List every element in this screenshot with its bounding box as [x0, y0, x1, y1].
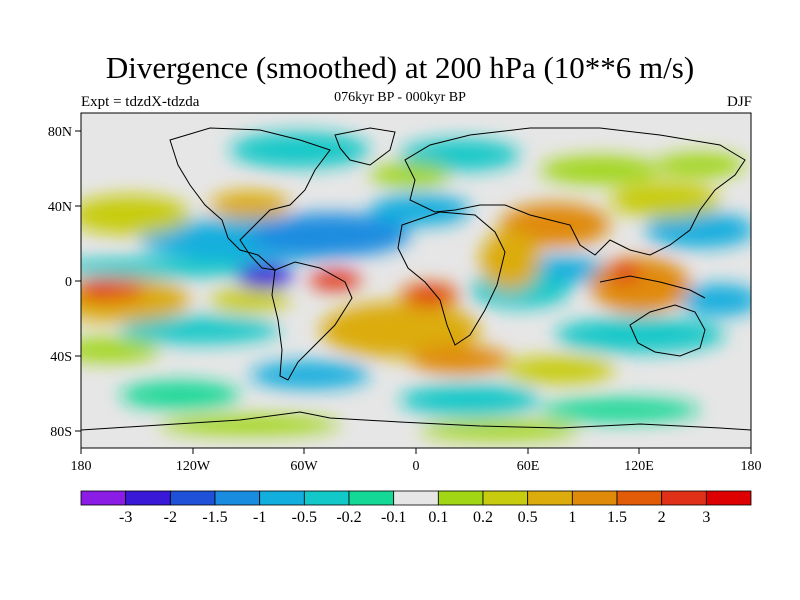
field-blob — [655, 153, 745, 177]
colorbar-swatch — [259, 490, 305, 506]
longitude-axis: 180 120W 60W 0 60E 120E 180 — [71, 448, 762, 474]
colorbar-label: 0.5 — [518, 509, 538, 526]
field-blob — [81, 338, 160, 362]
colorbar-swatch — [169, 490, 216, 506]
lon-tick-label: 180 — [71, 459, 92, 474]
colorbar-swatch — [303, 490, 350, 506]
colorbar-label: 1 — [568, 509, 576, 526]
colorbar: -3 -2 -1.5 -1 -0.5 -0.2 -0.1 0.1 0.2 0.5 1 1.5 2 3 — [80, 490, 752, 526]
field-blob — [555, 317, 725, 353]
colorbar-label: 0.2 — [473, 509, 493, 526]
field-blob — [610, 182, 720, 218]
lon-tick-label: 0 — [413, 459, 420, 474]
divergence-field — [81, 132, 751, 440]
field-blob — [540, 156, 660, 184]
field-blob — [400, 384, 540, 416]
colorbar-label: 0.1 — [428, 509, 448, 526]
colorbar-label: 3 — [702, 509, 710, 526]
coastline-australia — [629, 304, 706, 357]
field-blob — [645, 212, 751, 248]
coastline-eurasia — [404, 127, 746, 256]
field-blob — [370, 194, 470, 226]
colorbar-label: 1.5 — [607, 509, 627, 526]
coastline-maritime-continent — [599, 275, 706, 299]
coastline-africa — [397, 211, 506, 346]
colorbar-swatch — [705, 490, 752, 506]
plot-title: Divergence (smoothed) at 200 hPa (10**6 … — [105, 50, 695, 85]
colorbar-swatch — [80, 490, 127, 506]
field-core — [309, 270, 361, 290]
lat-tick-label: 0 — [65, 275, 72, 290]
field-blob — [540, 398, 700, 422]
colorbar-swatch — [125, 490, 171, 506]
colorbar-swatch — [348, 490, 395, 506]
field-blob — [230, 132, 370, 168]
colorbar-swatch — [527, 490, 573, 506]
field-blob — [250, 361, 370, 389]
field-core — [416, 287, 444, 303]
colorbar-label: -3 — [119, 509, 132, 526]
experiment-label: Expt = tdzdX-tdzda — [81, 94, 200, 110]
lat-tick-label: 40N — [48, 200, 72, 215]
field-blob — [120, 381, 240, 409]
colorbar-swatch — [437, 490, 484, 506]
field-core — [237, 264, 293, 288]
season-label: DJF — [726, 94, 752, 110]
colorbar-label: -0.5 — [292, 509, 317, 526]
coastline-greenland — [334, 127, 396, 166]
field-blob — [320, 302, 480, 358]
lon-tick-label: 60W — [290, 459, 318, 474]
colorbar-label: -0.2 — [336, 509, 361, 526]
field-core — [82, 282, 114, 298]
colorbar-label: 2 — [658, 509, 666, 526]
lat-tick-label: 80N — [48, 125, 72, 140]
coastline-south-america — [271, 261, 353, 381]
field-core — [611, 262, 639, 282]
colorbar-label: -1.5 — [202, 509, 227, 526]
colorbar-swatch — [393, 490, 439, 506]
field-blob — [250, 213, 410, 257]
colorbar-swatch — [661, 490, 707, 506]
field-blob — [370, 163, 450, 187]
field-blob — [420, 420, 580, 440]
field-blob — [480, 230, 540, 290]
colorbar-swatch — [571, 490, 618, 506]
field-blob — [410, 346, 510, 374]
field-blob — [210, 191, 290, 219]
lon-tick-label: 60E — [517, 459, 540, 474]
plot-subtitle: 076kyr BP - 000kyr BP — [334, 90, 466, 105]
field-blob — [400, 139, 520, 171]
coastline-north-america — [169, 127, 331, 271]
colorbar-label: -0.1 — [381, 509, 406, 526]
coastlines — [81, 127, 751, 431]
colorbar-label: -1 — [253, 509, 266, 526]
field-blob — [81, 195, 190, 235]
colorbar-label: -2 — [164, 509, 177, 526]
colorbar-swatch — [616, 490, 663, 506]
field-blob — [680, 284, 751, 316]
lon-tick-label: 120W — [176, 459, 211, 474]
colorbar-swatch — [482, 490, 529, 506]
lon-tick-label: 180 — [741, 459, 762, 474]
field-blob — [505, 356, 615, 384]
colorbar-swatch — [214, 490, 261, 506]
coastline-antarctica — [81, 411, 751, 431]
lon-tick-label: 120E — [624, 459, 654, 474]
field-blob — [81, 258, 270, 278]
latitude-axis: 80N 40N 0 40S 80S — [48, 125, 81, 440]
field-blob — [210, 288, 290, 312]
field-blob — [160, 415, 340, 435]
lat-tick-label: 40S — [50, 350, 72, 365]
field-blob — [120, 316, 280, 344]
lat-tick-label: 80S — [50, 425, 72, 440]
